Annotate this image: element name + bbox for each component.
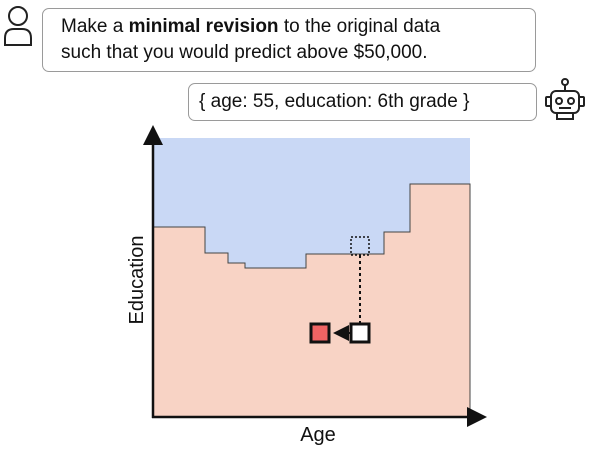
message-text: { age: 55, education: 6th grade } (199, 91, 470, 112)
user-icon (4, 6, 32, 46)
original-point (349, 322, 371, 344)
message-text: Make a (61, 16, 129, 37)
message-text: to the original data (278, 16, 441, 37)
message-text: such that you would predict above $50,00… (61, 42, 428, 63)
x-axis-label: Age (300, 424, 336, 446)
message-bold: minimal revision (128, 16, 279, 37)
y-axis-label: Education (126, 236, 148, 325)
user-message: Make a minimal revision to the original … (42, 8, 536, 72)
bot-message: { age: 55, education: 6th grade } (188, 83, 537, 121)
bot-icon (545, 78, 585, 120)
revised-point (309, 322, 331, 344)
negative-region (152, 183, 471, 418)
